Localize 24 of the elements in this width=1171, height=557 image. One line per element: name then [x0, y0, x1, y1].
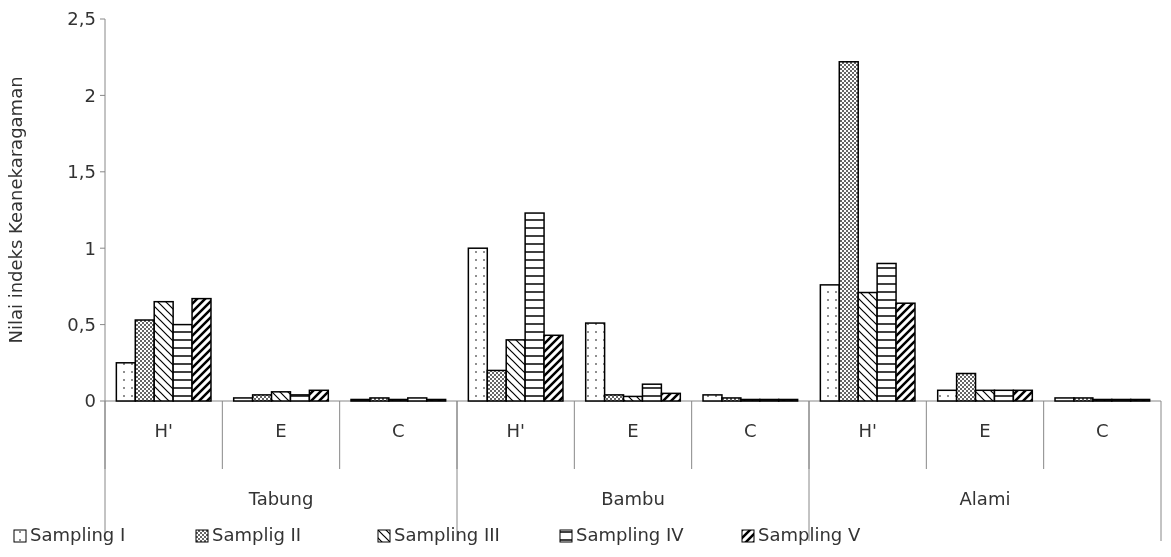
- y-tick-label: 2: [84, 84, 96, 106]
- x-tick-label: E: [275, 420, 287, 441]
- legend-label: Sampling III: [394, 524, 500, 545]
- y-axis-title: Nilai indeks Keanekaragaman: [5, 76, 26, 344]
- x-tick-label: E: [627, 420, 639, 441]
- legend-label: Sampling I: [30, 524, 126, 545]
- legend-label: Sampling V: [758, 524, 861, 545]
- text: Bambu: [601, 488, 665, 509]
- x-tick-label: C: [392, 420, 405, 441]
- y-tick-label: 1: [84, 237, 96, 259]
- x-tick-label: H': [858, 420, 877, 441]
- x-tick-label: E: [979, 420, 991, 441]
- x-tick-label: H': [154, 420, 173, 441]
- text: Tabung: [247, 488, 314, 509]
- y-tick-label: 0,5: [67, 313, 96, 335]
- x-tick-label: H': [506, 420, 525, 441]
- y-tick-label: 1,5: [67, 161, 96, 183]
- legend-label: Sampling IV: [576, 524, 685, 545]
- y-tick-label: 2,5: [67, 8, 96, 30]
- text: Alami: [959, 488, 1011, 509]
- x-tick-label: C: [1096, 420, 1109, 441]
- y-tick-label: 0: [84, 390, 96, 412]
- x-tick-label: C: [744, 420, 757, 441]
- legend-label: Samplig II: [212, 524, 302, 545]
